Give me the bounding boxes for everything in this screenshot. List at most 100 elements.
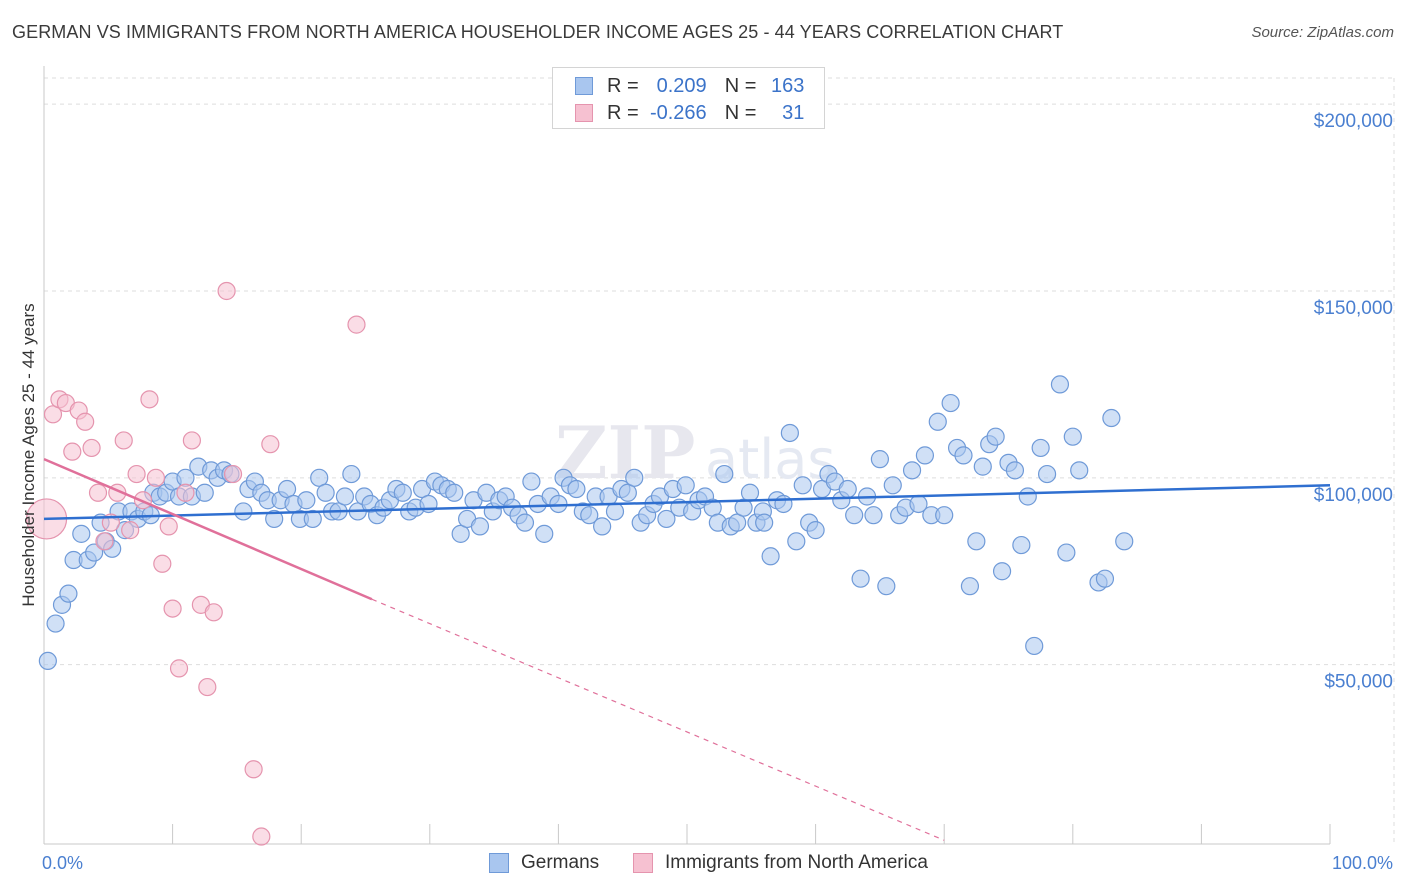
legend-row-immigrants: R = -0.266 N = 31 [575, 101, 804, 125]
german-point [234, 502, 253, 521]
german-point [265, 509, 284, 529]
immigrant-point [88, 483, 108, 502]
german-point [960, 577, 980, 596]
immigrant-point [121, 521, 140, 540]
legend-label-immigrants: Immigrants from North America [665, 852, 928, 873]
immigrant-point [114, 431, 133, 450]
german-point [38, 651, 57, 671]
german-point [986, 427, 1005, 446]
legend-swatch-immigrants [575, 104, 593, 122]
german-point [342, 464, 361, 484]
german-point [605, 502, 625, 521]
legend-r-value: 0.209 [656, 74, 707, 97]
immigrant-point [146, 468, 165, 487]
german-point [715, 464, 734, 484]
german-point [549, 494, 568, 514]
german-point [761, 547, 780, 566]
immigrant-point [223, 464, 243, 484]
legend-r-key: R = [607, 101, 639, 124]
german-point [625, 468, 644, 487]
german-point [657, 509, 676, 529]
immigrant-point [217, 281, 236, 301]
chart-source: Source: ZipAtlas.com [1251, 24, 1394, 41]
german-point [967, 532, 986, 551]
german-point [954, 446, 973, 465]
legend-item-immigrants: Immigrants from North America [633, 852, 928, 874]
german-point [535, 524, 554, 543]
data-points [25, 281, 1134, 846]
german-point [845, 506, 864, 525]
german-point [734, 498, 753, 517]
german-point [59, 584, 78, 603]
german-point [864, 506, 883, 525]
y-tick-label: $50,000 [1324, 672, 1393, 693]
german-point [902, 461, 922, 480]
legend-n-key: N = [724, 74, 757, 97]
german-point [1031, 438, 1050, 458]
immigrant-trend-extension [371, 598, 945, 841]
german-point [1057, 543, 1076, 562]
german-point [1115, 532, 1134, 551]
german-point [928, 412, 947, 431]
german-point [793, 476, 812, 495]
german-point [567, 479, 586, 499]
german-point [676, 476, 695, 495]
immigrant-point [76, 412, 95, 431]
immigrant-point [244, 760, 263, 779]
legend-swatch-germans [489, 853, 509, 873]
legend-row-germans: R = 0.209 N = 163 [575, 74, 804, 98]
legend-swatch-germans [575, 77, 593, 95]
immigrant-point [176, 483, 195, 502]
immigrant-point [127, 464, 146, 484]
immigrant-point [198, 677, 217, 697]
legend-r-value: -0.266 [649, 101, 707, 124]
immigrant-point [163, 599, 182, 618]
german-point [515, 513, 535, 532]
immigrant-point [252, 827, 271, 846]
german-point [593, 517, 612, 536]
german-point [1063, 427, 1082, 446]
german-point [85, 543, 104, 562]
y-tick-label: $150,000 [1314, 298, 1393, 319]
immigrant-point [140, 390, 159, 409]
german-point [1050, 375, 1070, 394]
german-point [883, 476, 902, 495]
german-point [973, 457, 992, 476]
german-point [806, 521, 825, 540]
german-point [1102, 408, 1121, 428]
immigrant-point [204, 603, 223, 622]
german-point [310, 468, 329, 487]
immigrant-point [153, 554, 172, 573]
german-point [787, 532, 806, 551]
german-point [393, 483, 412, 502]
immigrant-point [169, 659, 189, 678]
legend-n-value: 163 [771, 74, 805, 97]
legend-swatch-immigrants [633, 853, 653, 873]
german-point [303, 509, 322, 529]
german-point [728, 513, 747, 532]
german-point [851, 569, 870, 588]
immigrant-point [63, 442, 82, 461]
german-point [1025, 636, 1044, 656]
german-point [935, 506, 954, 525]
german-point [915, 446, 935, 465]
german-point [992, 562, 1012, 581]
german-point [838, 479, 857, 499]
y-axis-title: Householder Income Ages 25 - 44 years [19, 303, 38, 606]
german-point [470, 517, 490, 536]
german-point [740, 483, 760, 502]
german-point [316, 483, 335, 502]
x-tick-label-min: 0.0% [42, 853, 83, 873]
german-point [195, 483, 214, 502]
x-tick-label-max: 100.0% [1332, 853, 1393, 873]
german-point [72, 524, 91, 543]
trend-lines [43, 457, 1331, 841]
german-point [445, 483, 464, 502]
german-point [1070, 461, 1089, 480]
german-point [580, 506, 599, 525]
immigrant-point [261, 435, 280, 454]
legend-n-value: 31 [782, 101, 805, 124]
german-point [297, 491, 316, 510]
german-point [1005, 461, 1025, 480]
